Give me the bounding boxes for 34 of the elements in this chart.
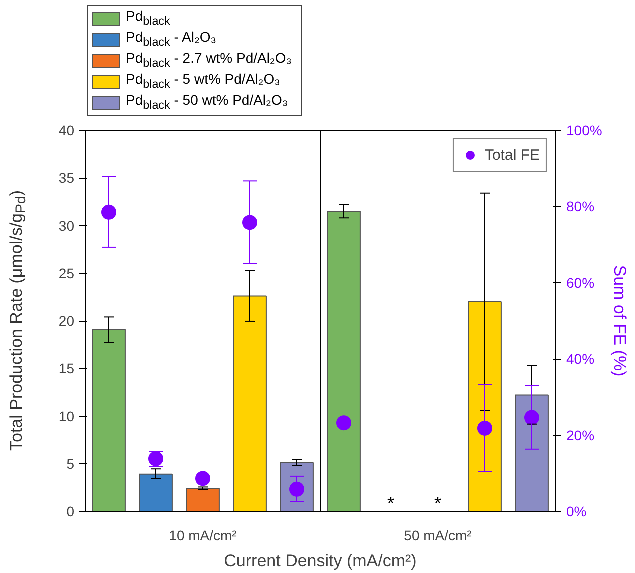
bar <box>186 488 220 512</box>
bar <box>468 301 502 512</box>
y2-tick-label: 60% <box>566 274 595 291</box>
y-tick-label: 30 <box>58 218 75 234</box>
y2-tick-label: 40% <box>566 351 595 368</box>
legend-label: Total FE <box>484 146 540 164</box>
legend-label: Pd$_{black}$ <box>126 7 170 30</box>
y-tick-label: 20 <box>58 313 75 329</box>
x-tick-label: 50 mA/cm² <box>404 528 472 544</box>
y-tick-label: 35 <box>58 170 75 186</box>
y2-tick-label: 20% <box>566 427 595 444</box>
y-tick-label: 15 <box>58 360 75 377</box>
bar <box>515 394 549 512</box>
y-tick-label: 5 <box>66 456 75 472</box>
y2-tick-label: 100% <box>566 122 602 138</box>
y-tick-label: 40 <box>58 122 75 138</box>
y-tick-label: 10 <box>58 408 75 424</box>
y2-tick-label: 80% <box>566 198 595 215</box>
legend-label: Pd$_{black}$ - Al₂O₃ <box>126 28 216 52</box>
bar <box>233 296 267 512</box>
bar <box>327 210 361 512</box>
bar <box>139 474 173 512</box>
x-tick-label: 10 mA/cm² <box>169 528 238 544</box>
text: * <box>388 494 395 514</box>
legend-label: Pd$_{black}$ - 2.7 wt% Pd/Al₂O₃ <box>126 49 292 72</box>
legend-label: Pd$_{black}$ - 50 wt% Pd/Al₂O₃ <box>126 91 288 114</box>
text: * <box>434 494 442 514</box>
y-tick-label: 25 <box>58 265 75 282</box>
x-axis-title: Current Density (mA/cm²) <box>224 552 417 570</box>
y2-axis-title: Sum of FE (%) <box>610 265 630 377</box>
legend-label: Pd$_{black}$ - 5 wt% Pd/Al₂O₃ <box>126 70 280 94</box>
bar <box>92 329 126 512</box>
y-tick-label: 0 <box>66 504 75 520</box>
y2-tick-label: 0% <box>566 504 587 520</box>
